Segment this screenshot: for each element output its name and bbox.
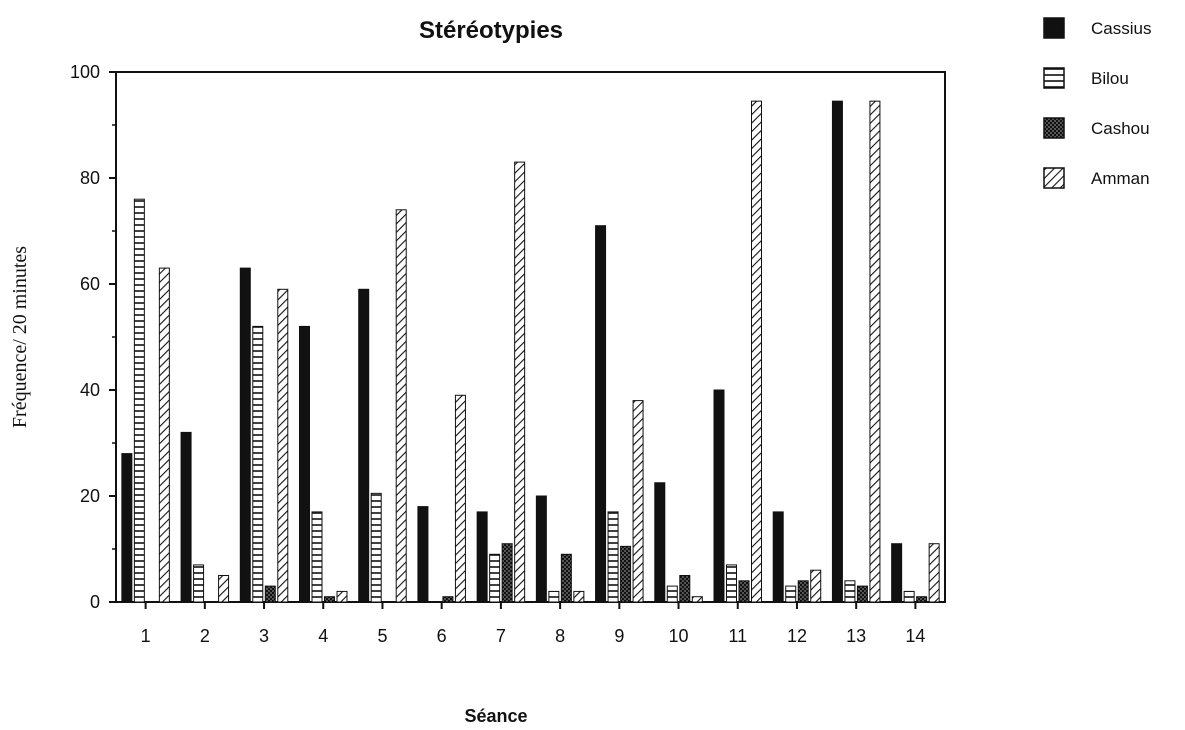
x-tick-label: 6 (437, 626, 447, 646)
legend-swatch-cashou (1043, 117, 1065, 139)
bar-cashou-7 (501, 543, 513, 603)
bar-amman-5 (395, 209, 407, 603)
bar-cassius-13 (831, 100, 843, 603)
bar-cassius-8 (535, 495, 547, 603)
bar-cashou-14 (916, 596, 928, 603)
bar-bilou-1 (133, 198, 145, 603)
x-tick-label: 11 (728, 626, 747, 646)
bar-cassius-1 (121, 453, 133, 603)
x-tick-label: 5 (377, 626, 387, 646)
y-tick-label: 40 (80, 380, 100, 400)
bar-bilou-13 (844, 580, 856, 603)
bar-bilou-9 (607, 511, 619, 603)
bar-amman-7 (514, 161, 526, 603)
bar-cassius-7 (476, 511, 488, 603)
y-tick-label: 20 (80, 486, 100, 506)
bar-bilou-2 (193, 564, 205, 603)
bar-amman-6 (454, 394, 466, 603)
bar-cassius-2 (180, 431, 192, 603)
bar-cassius-5 (358, 288, 370, 603)
bar-cashou-12 (797, 580, 809, 603)
bar-bilou-4 (311, 511, 323, 603)
bar-amman-11 (751, 100, 762, 603)
bar-amman-14 (928, 543, 940, 603)
bar-cashou-9 (620, 545, 632, 603)
bar-cassius-6 (417, 506, 429, 603)
bar-cassius-3 (239, 267, 251, 603)
x-tick-label: 12 (787, 626, 807, 646)
bar-cashou-13 (856, 585, 868, 603)
y-tick-label: 60 (80, 274, 100, 294)
bar-cassius-10 (654, 482, 666, 603)
bar-amman-1 (158, 267, 170, 603)
bar-cassius-4 (299, 325, 310, 603)
x-tick-label: 8 (555, 626, 565, 646)
legend-swatch-bilou (1043, 67, 1065, 89)
legend-label-cassius: Cassius (1091, 19, 1151, 38)
x-tick-label: 4 (318, 626, 328, 646)
legend: Cassius Bilou Cashou Amman (1043, 17, 1151, 189)
bar-amman-4 (336, 590, 348, 603)
bar-amman-9 (632, 400, 644, 603)
bar-bilou-11 (726, 564, 737, 603)
legend-swatch-cassius (1043, 17, 1065, 39)
y-axis: 0 20 40 60 80 100 (70, 62, 116, 612)
bar-bilou-8 (548, 590, 560, 603)
bar-bilou-12 (785, 585, 797, 603)
x-tick-label: 9 (614, 626, 624, 646)
legend-label-bilou: Bilou (1091, 69, 1129, 88)
x-tick-label: 13 (846, 626, 866, 646)
legend-swatch-amman (1043, 167, 1065, 189)
y-tick-label: 80 (80, 168, 100, 188)
y-tick-label: 0 (90, 592, 100, 612)
bar-amman-10 (691, 596, 703, 603)
bar-bilou-10 (666, 585, 678, 603)
x-axis: 1 2 3 4 5 6 7 8 9 10 11 12 13 14 (141, 602, 925, 646)
bar-cashou-8 (560, 553, 572, 603)
bar-cashou-11 (738, 580, 750, 603)
legend-label-cashou: Cashou (1091, 119, 1150, 138)
bar-bilou-5 (370, 492, 382, 603)
x-tick-label: 1 (141, 626, 151, 646)
bar-bilou-7 (489, 553, 501, 603)
y-axis-title: Fréquence/ 20 minutes (9, 246, 31, 428)
x-tick-label: 3 (259, 626, 269, 646)
bar-bilou-3 (252, 325, 264, 603)
bar-cashou-10 (679, 575, 691, 603)
x-tick-label: 7 (496, 626, 506, 646)
bar-cassius-11 (713, 389, 725, 603)
x-tick-label: 10 (669, 626, 689, 646)
bar-amman-12 (810, 569, 822, 603)
bar-amman-8 (573, 590, 585, 603)
bar-cashou-3 (264, 585, 276, 603)
bar-bilou-14 (903, 590, 915, 603)
bar-amman-3 (277, 288, 289, 603)
chart-title: Stéréotypies (419, 17, 563, 44)
x-axis-title: Séance (464, 706, 527, 725)
x-tick-label: 2 (200, 626, 210, 646)
bars-layer (121, 100, 940, 603)
bar-cassius-9 (595, 225, 607, 603)
legend-label-amman: Amman (1091, 169, 1150, 188)
bar-amman-13 (869, 100, 881, 603)
bar-cassius-14 (891, 543, 903, 603)
bar-cassius-12 (772, 511, 784, 603)
bar-amman-2 (218, 575, 230, 603)
bar-cashou-4 (324, 596, 335, 603)
bar-cashou-6 (442, 596, 454, 603)
x-tick-label: 14 (905, 626, 925, 646)
y-tick-label: 100 (70, 62, 100, 82)
